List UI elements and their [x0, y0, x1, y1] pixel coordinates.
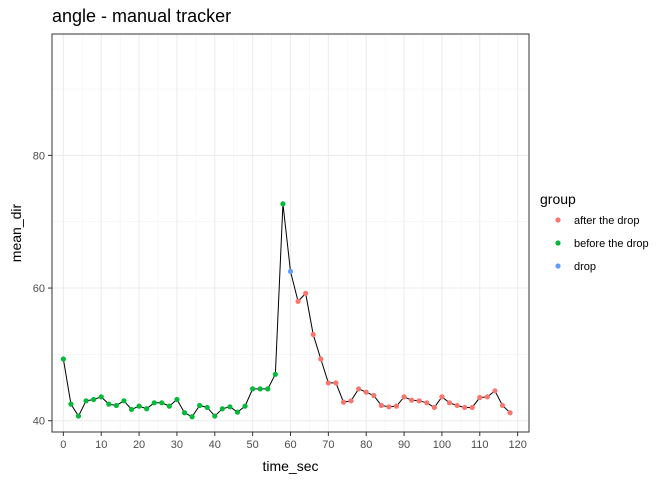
data-point [409, 397, 415, 403]
x-tick-label: 90 [398, 439, 410, 451]
x-tick-label: 10 [95, 439, 107, 451]
data-point [287, 268, 294, 275]
data-point [318, 356, 324, 362]
data-point [378, 402, 384, 409]
data-point [272, 371, 278, 377]
data-point [469, 404, 475, 411]
data-point [386, 404, 392, 410]
data-point [325, 380, 331, 386]
x-tick-label: 70 [322, 439, 334, 451]
data-point [159, 400, 165, 406]
x-tick-label: 80 [360, 439, 372, 451]
x-tick-label: 100 [433, 439, 451, 451]
data-point [242, 403, 248, 409]
grid-major [52, 34, 529, 432]
data-point [310, 331, 316, 338]
data-point [484, 394, 490, 400]
data-point [197, 402, 203, 409]
y-axis: 40 60 80 [33, 150, 52, 428]
data-point [492, 388, 498, 394]
data-point [280, 201, 286, 207]
data-point [174, 396, 180, 403]
legend-label: after the drop [574, 215, 639, 227]
x-tick-label: 20 [133, 439, 145, 451]
legend-label: before the drop [574, 238, 649, 250]
data-point [227, 404, 233, 410]
x-tick-label: 120 [508, 439, 526, 451]
y-tick-label: 40 [33, 416, 45, 428]
data-point [204, 404, 210, 411]
data-point [166, 403, 172, 409]
data-point [431, 404, 437, 411]
data-point [219, 406, 225, 412]
data-point [424, 400, 430, 406]
data-point [75, 413, 82, 419]
x-axis: 0 10 20 30 40 50 60 70 80 90 100 110 120 [60, 432, 527, 451]
data-point [340, 399, 347, 405]
y-axis-title: mean_dir [8, 203, 24, 262]
legend-title: group [540, 191, 576, 207]
data-point [333, 380, 339, 386]
data-point [181, 410, 188, 416]
chart-title: angle - manual tracker [52, 6, 231, 26]
data-point [295, 298, 301, 304]
data-point [121, 398, 127, 404]
data-point [462, 404, 468, 411]
data-point [356, 386, 362, 392]
data-point [189, 414, 195, 420]
data-point [83, 398, 89, 404]
data-point [499, 402, 506, 409]
y-tick-label: 80 [33, 150, 45, 162]
data-point [371, 392, 377, 399]
data-point [234, 409, 241, 415]
data-point [303, 290, 309, 296]
data-point [128, 406, 135, 413]
data-point [113, 402, 119, 409]
data-point [446, 400, 453, 406]
data-point [439, 394, 445, 400]
data-point [257, 386, 263, 392]
data-point [348, 398, 354, 404]
legend-key [555, 263, 561, 269]
data-point [212, 413, 218, 419]
data-point [144, 406, 150, 412]
data-point [265, 386, 271, 392]
data-points [60, 201, 513, 420]
data-point [363, 389, 369, 395]
data-point [454, 402, 460, 409]
x-tick-label: 30 [171, 439, 183, 451]
data-point [401, 394, 407, 400]
data-point [477, 394, 483, 401]
data-point [151, 400, 157, 406]
legend-key [555, 240, 561, 246]
legend: group after the drop before the drop drop [540, 191, 649, 273]
data-point [416, 398, 422, 404]
legend-label: drop [574, 261, 596, 273]
legend-key [555, 217, 561, 223]
data-point [98, 394, 104, 400]
y-tick-label: 60 [33, 283, 45, 295]
x-axis-title: time_sec [262, 458, 318, 474]
data-point [91, 396, 97, 403]
x-tick-label: 0 [60, 439, 66, 451]
x-tick-label: 50 [247, 439, 259, 451]
data-point [106, 401, 112, 407]
data-point [393, 403, 400, 409]
data-point [136, 403, 142, 409]
data-point [250, 386, 256, 392]
x-tick-label: 40 [209, 439, 221, 451]
x-tick-label: 60 [284, 439, 296, 451]
data-point [68, 401, 74, 407]
data-point [507, 410, 513, 416]
x-tick-label: 110 [471, 439, 489, 451]
data-point [60, 356, 66, 362]
